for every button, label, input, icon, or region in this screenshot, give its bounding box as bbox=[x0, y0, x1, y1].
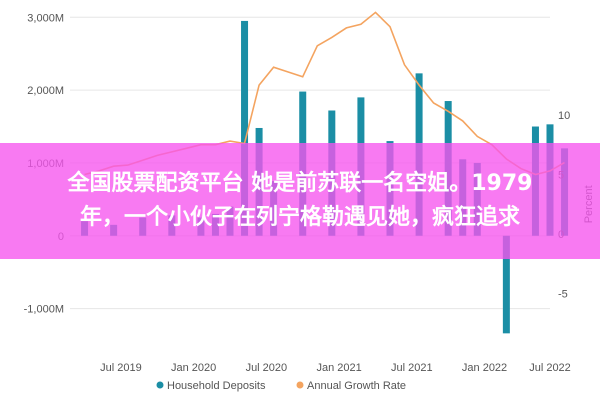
legend-label-deposits: Household Deposits bbox=[167, 380, 266, 392]
overlay-text: 全国股票配资平台 她是前苏联一名空姐。1979 年，一个小伙子在列宁格勒遇见她，… bbox=[68, 167, 533, 235]
x-tick-label: Jan 2020 bbox=[171, 362, 216, 374]
legend-label-growth: Annual Growth Rate bbox=[307, 380, 406, 392]
x-tick-label: Jul 2021 bbox=[391, 362, 433, 374]
x-axis: Jul 2019 Jan 2020 Jul 2020 Jan 2021 Jul 2021… bbox=[100, 362, 571, 374]
bar bbox=[241, 20, 249, 236]
overlay-line-1: 全国股票配资平台 她是前苏联一名空姐。1979 bbox=[67, 171, 533, 196]
y-left-tick-label: -1,000M bbox=[24, 304, 64, 316]
y-left-tick-label: 2,000M bbox=[27, 85, 64, 97]
y-right-tick-label: -5 bbox=[558, 289, 568, 301]
x-tick-label: Jul 2022 bbox=[529, 362, 571, 374]
bar bbox=[502, 235, 510, 334]
x-tick-label: Jan 2021 bbox=[316, 362, 361, 374]
overlay-line-2: 年，一个小伙子在列宁格勒遇见她，疯狂追求 bbox=[79, 205, 520, 230]
x-tick-label: Jul 2019 bbox=[100, 362, 142, 374]
x-tick-label: Jul 2020 bbox=[246, 362, 288, 374]
x-tick-label: Jan 2022 bbox=[462, 362, 507, 374]
legend-marker-deposits bbox=[156, 381, 164, 389]
legend: Household Deposits Annual Growth Rate bbox=[156, 380, 406, 392]
y-left-tick-label: 3,000M bbox=[27, 12, 64, 24]
y-right-tick-label: 10 bbox=[558, 110, 570, 122]
legend-marker-growth bbox=[296, 381, 304, 389]
overlay-banner: 全国股票配资平台 她是前苏联一名空姐。1979 年，一个小伙子在列宁格勒遇见她，… bbox=[0, 143, 600, 259]
